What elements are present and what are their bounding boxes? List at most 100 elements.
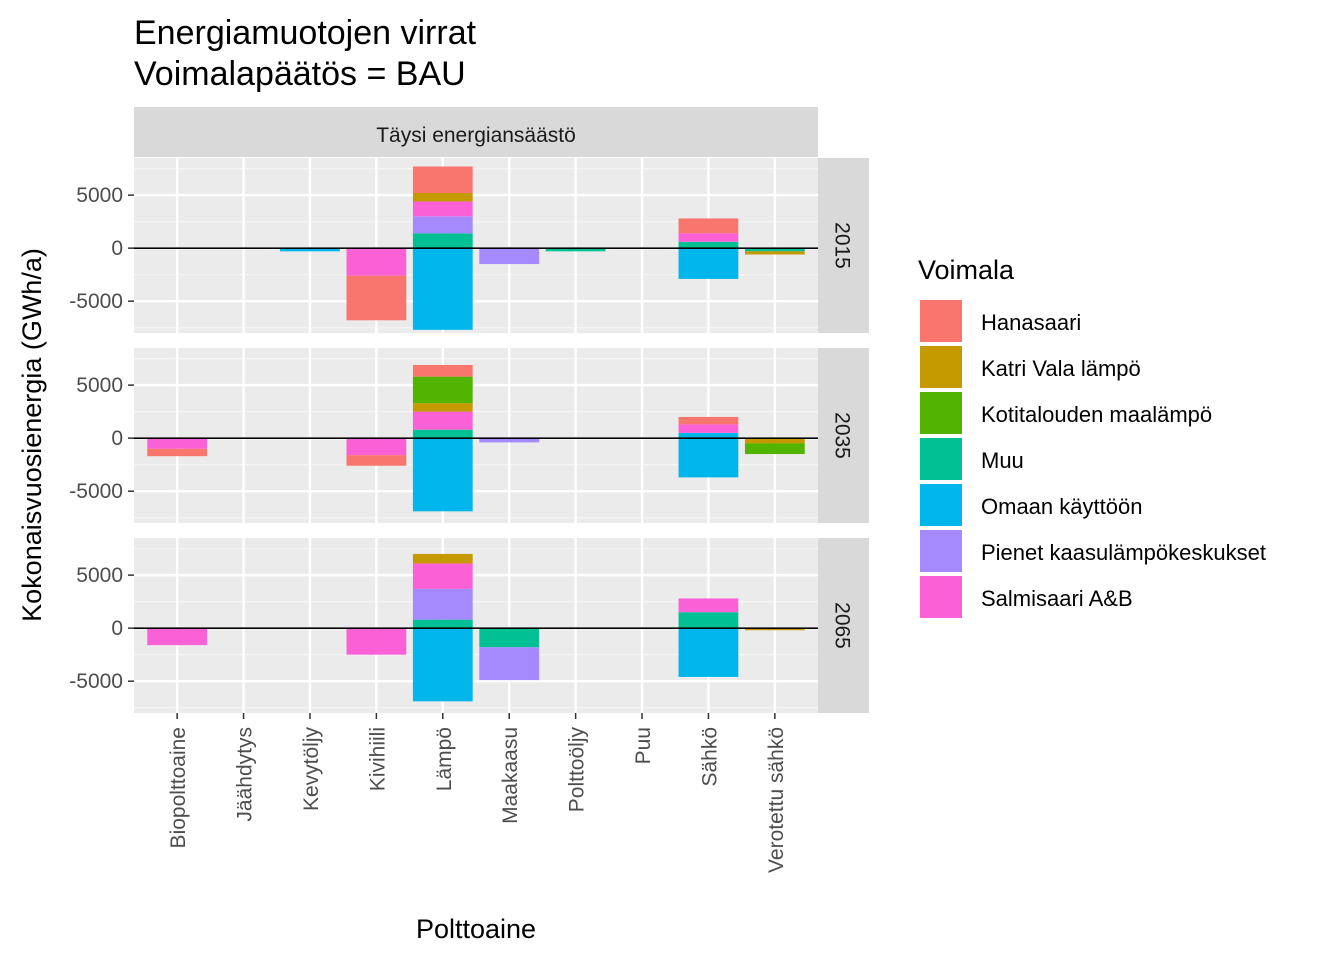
bar-biopolttoaine-salmisaari-a-b	[147, 628, 208, 646]
bar-lampo-pienet-kaasulampokeskukset	[412, 216, 473, 234]
legend-label-muu: Muu	[981, 448, 1024, 473]
legend-label-pienet-kaasulampokeskukset: Pienet kaasulämpökeskukset	[981, 540, 1266, 565]
y-axis-title: Kokonaisvuosienergia (GWh/a)	[17, 248, 47, 622]
x-tick-label-kevytoljy: Kevytöljy	[300, 727, 323, 812]
x-axis-title: Polttoaine	[416, 914, 536, 944]
bar-lampo-muu	[412, 619, 473, 629]
bar-verotettu-sahko-muu	[744, 248, 805, 252]
x-axis-ticks: Biopolttoaine Jäähdytys Kevytöljy Kivihiili…	[167, 713, 788, 873]
bar-sahko-hanasaari	[678, 218, 739, 234]
y-tick-label: 0	[111, 237, 123, 260]
bar-lampo-omaan-kayttoon	[412, 628, 473, 702]
y-tick-label: 5000	[76, 374, 123, 397]
x-tick-label-kivihiili: Kivihiili	[366, 727, 389, 791]
y-tick-label: 0	[111, 427, 123, 450]
bar-lampo-katri-vala-lampo	[412, 403, 473, 412]
y-tick-label: 5000	[76, 564, 123, 587]
bar-maakaasu-pienet-kaasulampokeskukset	[479, 248, 540, 265]
y-tick-label: 0	[111, 617, 123, 640]
column-facet-label: Täysi energiansäästö	[376, 124, 576, 147]
legend: Voimala Hanasaari Katri Vala lämpö Kotital…	[918, 255, 1266, 618]
bar-lampo-kotitalouden-maalampo	[412, 376, 473, 404]
legend-label-salmisaari-a-b: Salmisaari A&B	[981, 586, 1133, 611]
bar-lampo-salmisaari-a-b	[412, 411, 473, 430]
x-tick-label-maakaasu: Maakaasu	[499, 727, 522, 824]
bar-sahko-salmisaari-a-b	[678, 424, 739, 433]
bar-sahko-salmisaari-a-b	[678, 598, 739, 613]
y-tick-label: 5000	[76, 184, 123, 207]
y-tick-label: -5000	[69, 290, 123, 313]
row-facet-label: 2015	[831, 222, 854, 269]
bar-lampo-hanasaari	[412, 166, 473, 193]
bar-maakaasu-pienet-kaasulampokeskukset	[479, 438, 540, 443]
bar-biopolttoaine-salmisaari-a-b	[147, 438, 208, 449]
bar-sahko-muu	[678, 241, 739, 249]
legend-swatch-katri-vala-lampo	[920, 346, 962, 388]
row-facet-label: 2035	[831, 412, 854, 459]
x-tick-label-sahko: Sähkö	[698, 727, 721, 787]
bar-verotettu-sahko-katri-vala-lampo	[744, 251, 805, 255]
bar-kivihiili-salmisaari-a-b	[346, 438, 407, 456]
bar-sahko-omaan-kayttoon	[678, 628, 739, 677]
legend-label-hanasaari: Hanasaari	[981, 310, 1081, 335]
bar-maakaasu-pienet-kaasulampokeskukset	[479, 647, 540, 681]
bar-lampo-muu	[412, 429, 473, 439]
row-facet-label: 2065	[831, 602, 854, 649]
legend-swatch-salmisaari-a-b	[920, 576, 962, 618]
legend-swatch-pienet-kaasulampokeskukset	[920, 530, 962, 572]
legend-label-omaan-kayttoon: Omaan käyttöön	[981, 494, 1142, 519]
bar-lampo-salmisaari-a-b	[412, 563, 473, 589]
legend-swatch-muu	[920, 438, 962, 480]
x-tick-label-polttooljy: Polttoöljy	[566, 727, 589, 813]
bar-lampo-hanasaari	[412, 364, 473, 377]
bar-lampo-katri-vala-lampo	[412, 193, 473, 202]
bar-lampo-katri-vala-lampo	[412, 553, 473, 564]
bar-kivihiili-hanasaari	[346, 275, 407, 321]
legend-label-kotitalouden-maalampo: Kotitalouden maalämpö	[981, 402, 1212, 427]
bar-lampo-pienet-kaasulampokeskukset	[412, 588, 473, 620]
x-tick-label-biopolttoaine: Biopolttoaine	[167, 727, 190, 848]
bar-verotettu-sahko-katri-vala-lampo	[744, 628, 805, 631]
legend-title: Voimala	[918, 255, 1015, 285]
bar-kivihiili-salmisaari-a-b	[346, 628, 407, 655]
bar-verotettu-sahko-katri-vala-lampo	[744, 438, 805, 444]
legend-label-katri-vala-lampo: Katri Vala lämpö	[981, 356, 1141, 381]
chart-subtitle: Voimalapäätös = BAU	[134, 55, 466, 93]
panel-2015: -5000 0 5000 2015	[69, 158, 869, 333]
bar-lampo-salmisaari-a-b	[412, 201, 473, 217]
bar-maakaasu-muu	[479, 628, 540, 648]
legend-swatch-hanasaari	[920, 300, 962, 342]
bar-sahko-salmisaari-a-b	[678, 233, 739, 242]
column-facet-strip	[134, 107, 818, 157]
bar-biopolttoaine-hanasaari	[147, 448, 208, 457]
panel-2035: -5000 0 5000 2035	[69, 348, 869, 523]
x-tick-label-puu: Puu	[632, 727, 655, 764]
bar-sahko-omaan-kayttoon	[678, 438, 739, 478]
bar-sahko-omaan-kayttoon	[678, 432, 739, 439]
chart-title: Energiamuotojen virrat	[134, 14, 477, 52]
row-facet-strip	[818, 158, 869, 333]
legend-swatch-kotitalouden-maalampo	[920, 392, 962, 434]
bar-sahko-muu	[678, 612, 739, 629]
row-facet-strip	[818, 538, 869, 713]
bar-lampo-muu	[412, 233, 473, 249]
x-tick-label-jaahdytys: Jäähdytys	[234, 727, 257, 822]
x-tick-label-lampo: Lämpö	[433, 727, 456, 791]
legend-swatch-omaan-kayttoon	[920, 484, 962, 526]
bar-kivihiili-hanasaari	[346, 455, 407, 466]
facet-panels: -5000 0 5000 2015 -5000 0 5000 2035 -5000 0 5000 20…	[69, 158, 869, 713]
panel-2065: -5000 0 5000 2065	[69, 538, 869, 713]
bar-sahko-omaan-kayttoon	[678, 248, 739, 279]
bar-lampo-omaan-kayttoon	[412, 248, 473, 330]
bar-lampo-omaan-kayttoon	[412, 438, 473, 512]
row-facet-strip	[818, 348, 869, 523]
bar-polttooljy-muu	[545, 248, 606, 252]
bar-verotettu-sahko-kotitalouden-maalampo	[744, 443, 805, 455]
bar-sahko-hanasaari	[678, 416, 739, 425]
x-tick-label-verotettu-sahko: Verotettu sähkö	[765, 727, 788, 873]
y-tick-label: -5000	[69, 480, 123, 503]
bar-kivihiili-salmisaari-a-b	[346, 248, 407, 276]
y-tick-label: -5000	[69, 670, 123, 693]
bar-kevytoljy-omaan-kayttoon	[280, 248, 340, 252]
